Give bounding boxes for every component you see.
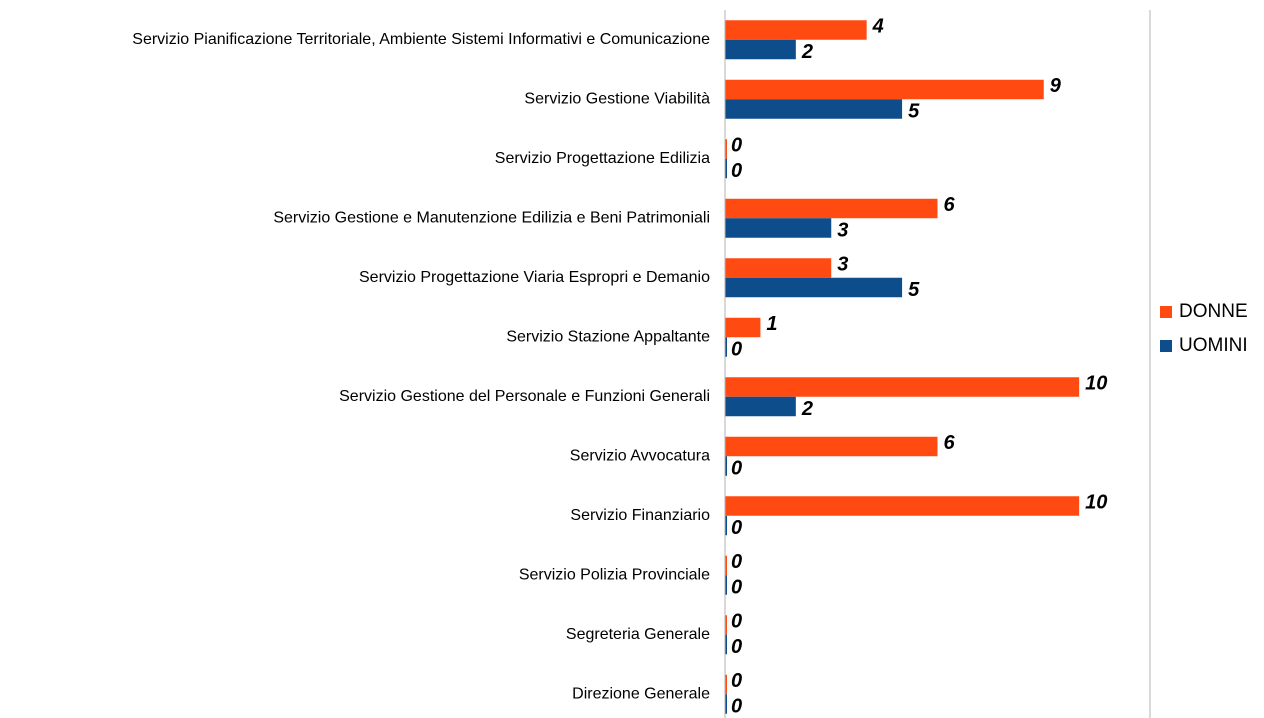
bar [725,158,727,179]
bar [725,396,796,417]
bar [725,139,727,159]
bar [725,555,727,576]
data-label: 0 [731,517,742,539]
data-label: 2 [801,398,813,420]
data-label: 3 [837,219,848,241]
legend-label: UOMINI [1179,335,1248,356]
category-label: Servizio Polizia Provinciale [519,566,710,583]
bar [725,377,1080,397]
data-label: 0 [731,338,742,360]
bar [725,198,938,219]
data-label: 0 [731,134,742,156]
data-label: 0 [731,636,742,658]
bar [725,615,727,635]
data-label: 6 [944,432,956,454]
category-label: Servizio Finanziario [570,507,710,524]
data-label: 5 [908,100,920,122]
category-label: Servizio Gestione del Personale e Funzio… [339,388,710,405]
data-label: 6 [944,194,956,216]
data-label: 0 [731,551,742,573]
category-label: Segreteria Generale [566,626,710,643]
bar [725,436,938,457]
bar [725,674,727,695]
data-label: 3 [837,253,848,275]
bar [725,634,727,655]
legend-label: DONNE [1179,301,1248,322]
bar [725,317,761,338]
data-label: 0 [731,576,742,598]
bar [725,39,796,60]
category-label: Servizio Avvocatura [570,447,710,464]
bar [725,694,727,714]
data-label: 0 [731,610,742,632]
category-label: Servizio Gestione Viabilità [524,90,710,107]
data-label: 0 [731,695,742,717]
category-label: Servizio Gestione e Manutenzione Edilizi… [273,209,710,226]
legend-swatch [1160,306,1172,318]
data-label: 2 [801,41,813,63]
category-label: Servizio Progettazione Edilizia [495,150,710,167]
data-label: 4 [872,15,884,37]
bar [725,337,727,357]
category-label: Servizio Stazione Appaltante [506,328,710,345]
data-label: 1 [766,313,777,335]
category-label: Servizio Pianificazione Territoriale, Am… [132,31,710,48]
legend-swatch [1160,340,1172,352]
category-label: Direzione Generale [572,685,710,702]
bar [725,277,903,298]
data-label: 5 [908,279,920,301]
bar [725,456,727,476]
data-label: 0 [731,670,742,692]
bar [725,20,867,40]
bar [725,218,832,238]
bar [725,79,1044,100]
data-label: 10 [1085,491,1107,513]
data-label: 10 [1085,372,1107,394]
bar [725,575,727,595]
bar [725,99,903,119]
data-label: 9 [1050,75,1062,97]
data-label: 0 [731,457,742,479]
bar [725,258,832,278]
category-label: Servizio Progettazione Viaria Espropri e… [359,269,710,286]
bar [725,496,1080,516]
bar [725,515,727,536]
data-label: 0 [731,160,742,182]
